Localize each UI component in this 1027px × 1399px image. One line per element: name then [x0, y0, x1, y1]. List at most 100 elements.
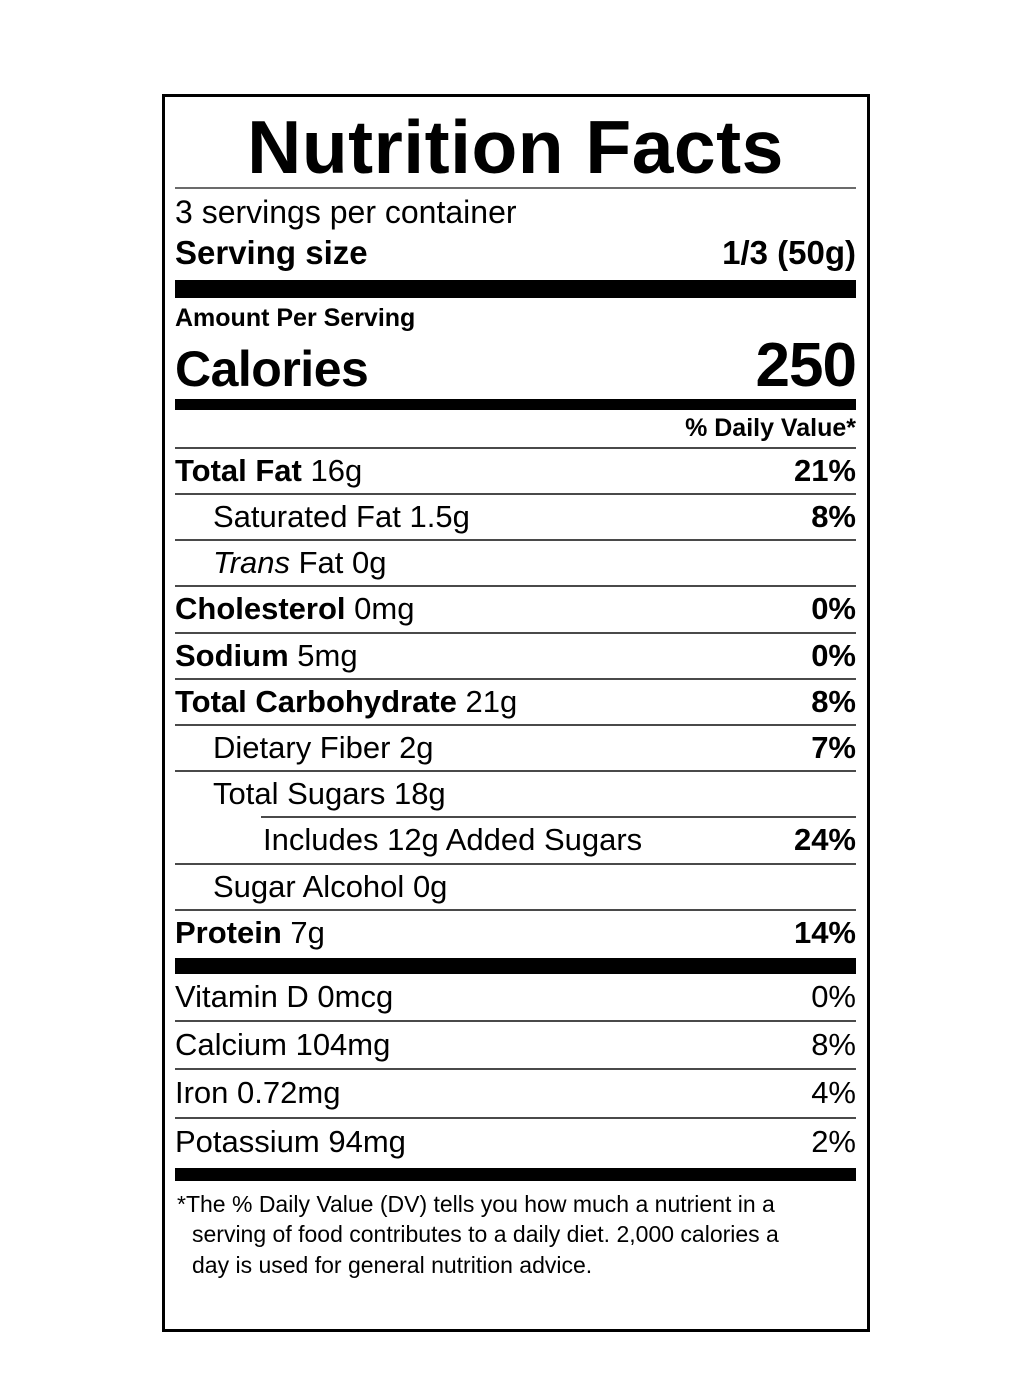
- nutrient-label: Total Sugars: [213, 776, 386, 812]
- nutrient-label: Trans: [213, 545, 290, 581]
- thick-divider-calories: [175, 398, 856, 410]
- thick-divider-footnote: [175, 1167, 856, 1181]
- micronutrient-name: Iron 0.72mg: [175, 1075, 341, 1111]
- micronutrient-dv: 0%: [811, 978, 856, 1014]
- nutrient-dv: 0%: [811, 591, 856, 627]
- row-divider: [175, 1020, 856, 1023]
- serving-size-value: 1/3 (50g): [722, 234, 856, 272]
- row-divider-indented: [261, 816, 856, 819]
- row-divider: [175, 539, 856, 542]
- calories-label: Calories: [175, 340, 369, 397]
- table-row: Trans Fat 0g: [175, 541, 856, 585]
- nutrient-name: Sodium 5mg: [175, 637, 358, 674]
- calories-row: Calories 250: [175, 330, 857, 400]
- nutrient-dv: 8%: [811, 683, 856, 719]
- table-row: Calcium 104mg 8%: [175, 1022, 856, 1068]
- footnote-text-1: The % Daily Value (DV) tells you how muc…: [185, 1190, 775, 1217]
- nutrient-label: Sodium: [175, 637, 289, 673]
- nutrient-name: Protein 7g: [175, 914, 325, 951]
- row-divider: [175, 1116, 856, 1119]
- nutrient-amount: 16g: [310, 452, 363, 488]
- table-row: Total Fat 16g 21%: [175, 449, 856, 493]
- nutrient-amount: 21g: [465, 683, 518, 719]
- table-row: Cholesterol 0mg 0%: [175, 587, 856, 631]
- row-divider: [175, 446, 856, 449]
- row-divider: [175, 1068, 856, 1071]
- nutrient-name: Total Sugars 18g: [213, 775, 446, 812]
- nutrient-dv: 21%: [793, 452, 856, 488]
- nutrient-amount: 1.5g: [409, 499, 470, 535]
- daily-value-header: % Daily Value*: [685, 413, 856, 442]
- table-row: Iron 0.72mg 4%: [175, 1070, 856, 1116]
- serving-size-row: Serving size 1/3 (50g): [175, 233, 856, 277]
- nutrient-name: Includes 12g Added Sugars: [263, 821, 642, 858]
- table-row: Total Sugars 18g: [175, 772, 856, 816]
- nutrient-amount: 0g: [412, 868, 448, 904]
- nutrient-amount: 7g: [290, 914, 325, 950]
- nutrient-label: Total Fat: [175, 452, 302, 488]
- micronutrient-name: Calcium 104mg: [175, 1027, 391, 1063]
- footnote-line-1: *The % Daily Value (DV) tells you how mu…: [177, 1189, 850, 1220]
- nutrient-name: Sugar Alcohol 0g: [213, 868, 447, 905]
- thick-divider-top: [175, 279, 856, 298]
- row-divider: [175, 677, 856, 680]
- footnote-line-2: serving of food contributes to a daily d…: [192, 1221, 779, 1248]
- micronutrient-dv: 2%: [811, 1123, 856, 1159]
- daily-value-footnote: *The % Daily Value (DV) tells you how mu…: [175, 1181, 856, 1281]
- nutrition-facts-label: Nutrition Facts 3 servings per container…: [162, 94, 870, 1332]
- serving-size-label: Serving size: [175, 234, 368, 272]
- table-row: Total Carbohydrate 21g 8%: [175, 680, 856, 724]
- row-divider: [175, 493, 856, 496]
- table-row: Includes 12g Added Sugars 24%: [175, 818, 856, 862]
- table-row: Dietary Fiber 2g 7%: [175, 726, 856, 770]
- calories-value: 250: [755, 330, 857, 400]
- nutrient-dv: 7%: [811, 730, 856, 765]
- row-divider: [175, 724, 856, 726]
- micronutrient-dv: 8%: [811, 1027, 856, 1063]
- nutrient-dv: 0%: [811, 637, 856, 673]
- nutrient-name: Dietary Fiber 2g: [213, 729, 434, 766]
- micronutrient-dv: 4%: [811, 1075, 856, 1111]
- nutrient-label: Saturated Fat: [213, 499, 401, 535]
- table-row: Vitamin D 0mcg 0%: [175, 974, 856, 1020]
- thick-divider-micronutrients: [175, 957, 856, 974]
- nutrient-amount: 18g: [393, 776, 446, 812]
- row-divider: [175, 770, 856, 773]
- row-divider: [175, 631, 856, 634]
- table-row: Protein 7g 14%: [175, 911, 856, 955]
- nutrient-name: Trans Fat 0g: [213, 544, 386, 581]
- micronutrient-name: Vitamin D 0mcg: [175, 978, 394, 1014]
- table-row: Sodium 5mg 0%: [175, 634, 856, 678]
- nutrient-dv: 24%: [793, 822, 856, 858]
- nutrient-amount: 0mg: [354, 591, 415, 627]
- table-row: Saturated Fat 1.5g 8%: [175, 495, 856, 539]
- nutrient-name: Total Carbohydrate 21g: [175, 683, 517, 720]
- nutrient-label: Sugar Alcohol: [213, 868, 405, 904]
- footnote-asterisk: *: [177, 1190, 186, 1217]
- nutrient-label: Total Carbohydrate: [175, 683, 457, 719]
- table-row: Sugar Alcohol 0g: [175, 865, 856, 909]
- nutrient-amount: 5mg: [297, 637, 358, 673]
- table-row: Potassium 94mg 2%: [175, 1119, 856, 1165]
- nutrient-label: Includes 12g Added Sugars: [263, 822, 643, 858]
- title-divider: [175, 187, 856, 190]
- servings-per-container: 3 servings per container: [175, 194, 517, 231]
- amount-per-serving-label: Amount Per Serving: [175, 303, 416, 332]
- row-divider: [175, 585, 856, 588]
- nutrient-amount: 2g: [399, 730, 434, 765]
- row-divider: [175, 862, 856, 865]
- micronutrient-name: Potassium 94mg: [175, 1123, 406, 1159]
- nutrient-label: Dietary Fiber: [213, 730, 391, 765]
- footnote-line-3: day is used for general nutrition advice…: [192, 1251, 593, 1278]
- nutrient-label: Protein: [175, 914, 282, 950]
- nutrient-label: Cholesterol: [175, 591, 346, 627]
- nutrient-name: Total Fat 16g: [175, 452, 362, 489]
- nutrient-amount: Fat 0g: [298, 545, 387, 581]
- nutrient-name: Cholesterol 0mg: [175, 590, 414, 627]
- nutrient-name: Saturated Fat 1.5g: [213, 498, 470, 535]
- nutrient-dv: 14%: [793, 914, 856, 950]
- nutrient-dv: 8%: [811, 499, 856, 535]
- label-inner: Nutrition Facts 3 servings per container…: [165, 97, 867, 1329]
- row-divider: [175, 908, 856, 911]
- page-title: Nutrition Facts: [247, 105, 784, 189]
